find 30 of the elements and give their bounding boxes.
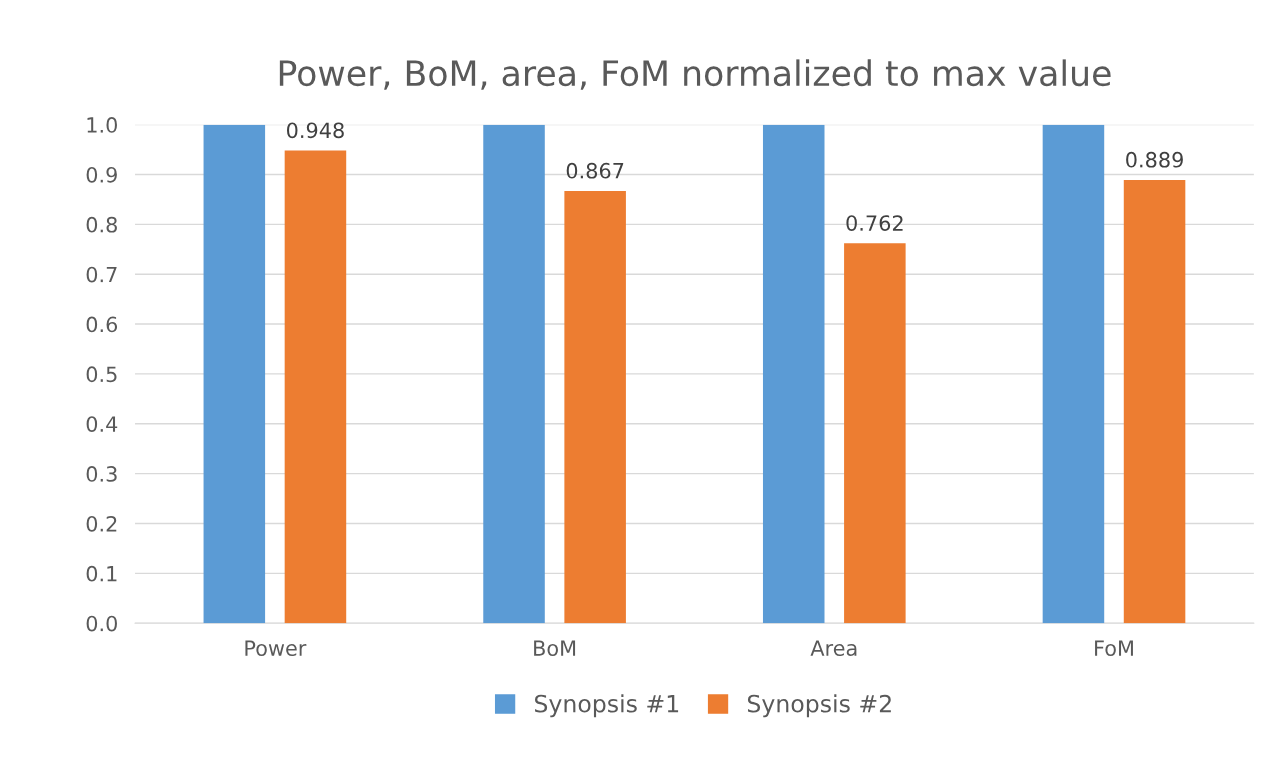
- bar: [1123, 179, 1186, 624]
- bar: [483, 124, 545, 624]
- bar: [762, 124, 825, 624]
- x-tick-label: BoM: [534, 640, 576, 656]
- y-tick-label: 0.2: [86, 515, 117, 532]
- y-tick-label: 0.3: [86, 466, 117, 482]
- bar: [284, 150, 347, 624]
- chart-title: Power, BoM, area, FoM normalized to max value: [279, 59, 1111, 90]
- data-label: 0.762: [846, 215, 903, 231]
- x-tick-label: Area: [810, 640, 857, 656]
- y-tick-label: 0.1: [86, 565, 117, 582]
- bar: [564, 190, 626, 624]
- bar: [1042, 124, 1105, 624]
- data-label: 0.867: [566, 162, 624, 179]
- y-tick-label: 0.7: [86, 266, 117, 283]
- legend-label: Synopsis #2: [747, 694, 891, 718]
- bar: [203, 124, 266, 624]
- y-tick-label: 0.6: [86, 316, 118, 333]
- y-tick-label: 0.5: [86, 366, 117, 383]
- x-tick-label: Power: [245, 640, 307, 656]
- y-tick-label: 0.8: [86, 216, 117, 233]
- data-label: 0.889: [1126, 151, 1183, 168]
- legend-label: Synopsis #1: [534, 694, 679, 718]
- data-label: 0.948: [286, 122, 344, 139]
- y-tick-label: 0.0: [86, 615, 117, 632]
- y-tick-label: 0.4: [86, 416, 118, 432]
- x-tick-label: FoM: [1095, 640, 1133, 656]
- y-tick-label: 0.9: [86, 166, 117, 183]
- y-tick-label: 1.0: [87, 117, 117, 133]
- bar: [844, 243, 906, 624]
